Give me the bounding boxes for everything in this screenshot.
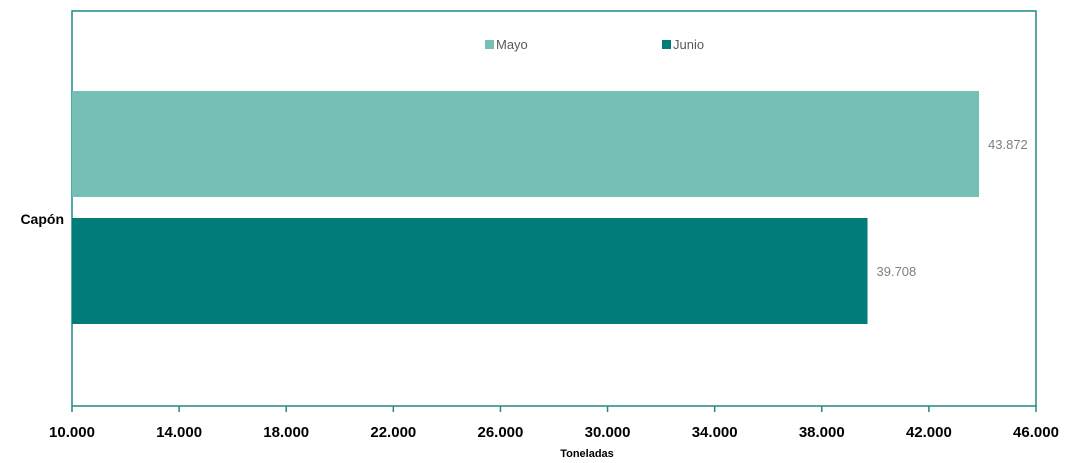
- legend: Mayo Junio: [485, 37, 704, 52]
- x-tick-label: 14.000: [156, 424, 202, 441]
- x-axis-title: Toneladas: [560, 448, 614, 460]
- category-label-capon: Capón: [20, 211, 64, 227]
- data-label-mayo: 43.872: [988, 137, 1028, 152]
- legend-label-mayo: Mayo: [496, 37, 528, 52]
- x-tick-label: 22.000: [370, 424, 416, 441]
- x-tick-label: 18.000: [263, 424, 309, 441]
- legend-swatch-mayo: [485, 40, 494, 49]
- plot-area: [71, 10, 1037, 407]
- legend-swatch-junio: [662, 40, 671, 49]
- bar-junio: [72, 218, 868, 324]
- x-tick-label: 26.000: [477, 424, 523, 441]
- x-tick-label: 10.000: [49, 424, 95, 441]
- data-label-junio: 39.708: [877, 264, 917, 279]
- x-tick-label: 42.000: [906, 424, 952, 441]
- x-tick-label: 46.000: [1013, 424, 1059, 441]
- bar-mayo: [72, 91, 980, 197]
- x-tick-label: 30.000: [585, 424, 631, 441]
- x-tick-label: 34.000: [692, 424, 738, 441]
- x-tick-label: 38.000: [799, 424, 845, 441]
- legend-label-junio: Junio: [673, 37, 704, 52]
